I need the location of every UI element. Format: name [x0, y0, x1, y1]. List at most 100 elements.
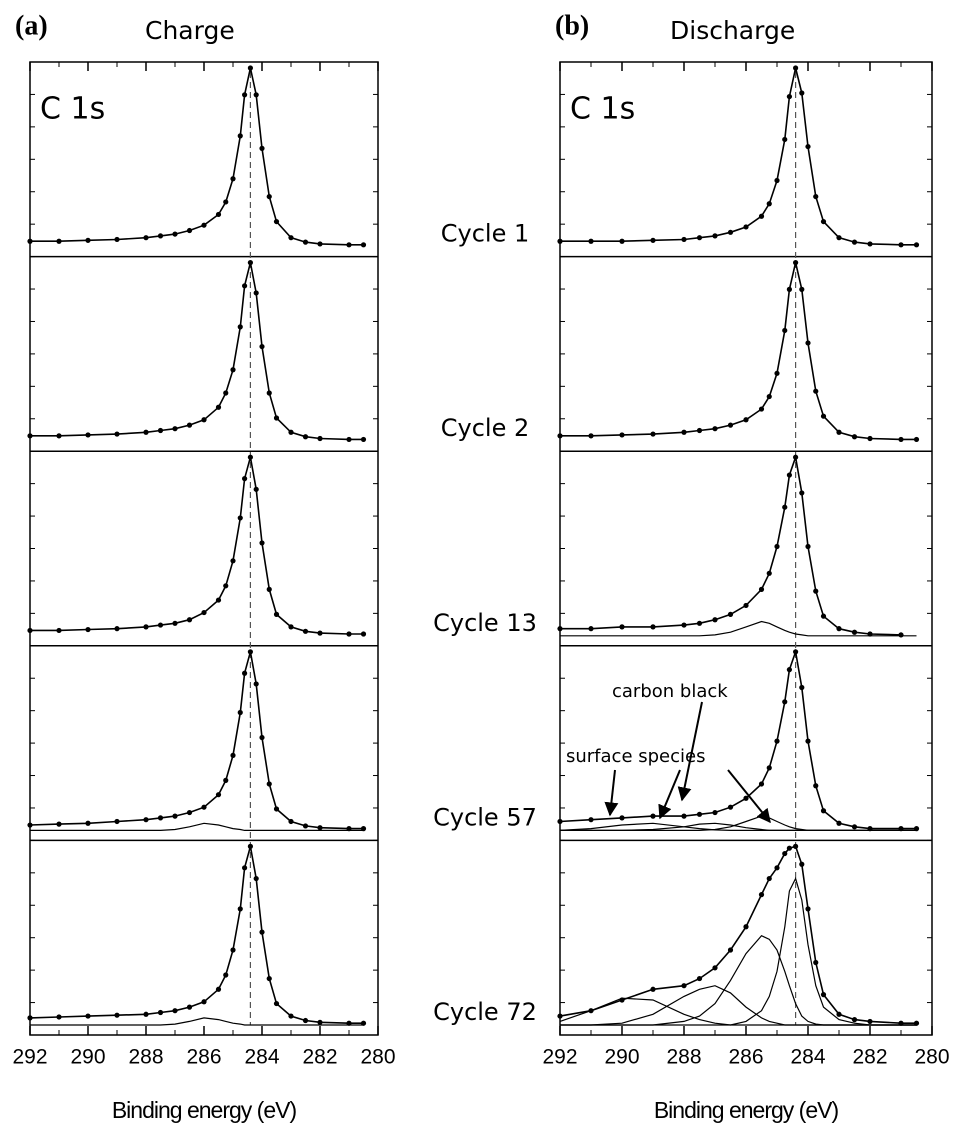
data-point	[56, 1014, 62, 1020]
data-point	[913, 1020, 920, 1026]
data-point	[774, 738, 780, 744]
data-point	[223, 972, 229, 978]
data-point	[619, 238, 625, 244]
data-point	[302, 628, 309, 634]
plot-frame	[559, 61, 933, 1036]
data-point	[114, 431, 120, 437]
spectrum-line	[30, 1017, 364, 1026]
data-point	[346, 1020, 352, 1026]
data-point	[813, 388, 819, 394]
data-point	[223, 777, 229, 783]
data-point	[681, 236, 687, 243]
data-point	[799, 861, 805, 867]
data-point	[253, 875, 259, 882]
data-point	[867, 1018, 873, 1025]
data-point	[302, 1017, 309, 1024]
x-tick-label: 288	[666, 1046, 701, 1069]
data-point	[588, 433, 594, 439]
data-point	[836, 626, 842, 632]
panel-label: (b)	[555, 10, 589, 41]
data-point	[588, 238, 594, 244]
data-point	[85, 432, 91, 438]
data-point	[793, 649, 799, 655]
spectrum-line	[30, 822, 364, 831]
data-point	[696, 811, 703, 817]
data-point	[230, 176, 236, 182]
data-point	[56, 433, 62, 439]
data-point	[247, 65, 253, 71]
spectrum-line	[559, 648, 917, 830]
data-point	[851, 824, 858, 830]
x-tick-label: 286	[728, 1046, 763, 1069]
cycle-label: Cycle 2	[441, 414, 530, 442]
data-point	[836, 820, 842, 826]
data-point	[774, 177, 780, 184]
annotation: carbon black	[612, 681, 728, 702]
data-point	[259, 734, 265, 741]
data-point	[56, 238, 62, 244]
spectrum-line	[30, 456, 364, 635]
cycle-label: Cycle 13	[433, 609, 537, 637]
data-point	[247, 649, 253, 655]
data-point	[27, 822, 33, 828]
data-point	[242, 670, 248, 676]
data-point	[820, 613, 827, 619]
data-point	[317, 241, 323, 247]
data-point	[743, 924, 749, 930]
spectrum-line	[29, 846, 364, 1024]
data-point	[799, 90, 805, 96]
data-point	[743, 795, 749, 801]
data-point	[758, 586, 765, 592]
data-point	[172, 231, 178, 237]
data-point	[681, 622, 687, 628]
data-point	[813, 193, 819, 200]
data-point	[793, 843, 799, 850]
data-point	[557, 238, 563, 244]
annotation: surface species	[566, 746, 705, 767]
data-point	[247, 843, 253, 850]
data-point	[588, 817, 594, 823]
data-point	[317, 825, 323, 831]
data-point	[266, 781, 272, 787]
data-point	[793, 65, 799, 71]
data-point	[259, 540, 265, 546]
data-point	[650, 624, 656, 630]
data-point	[766, 570, 772, 576]
data-point	[898, 826, 904, 832]
data-point	[786, 667, 793, 673]
spectrum-line	[560, 454, 902, 636]
data-point	[782, 327, 788, 334]
panel-label: (a)	[15, 10, 48, 41]
data-point	[799, 684, 805, 691]
data-point	[766, 201, 772, 207]
data-point	[712, 617, 718, 623]
data-point	[805, 143, 811, 150]
data-point	[696, 427, 703, 434]
spectrum-line	[30, 262, 364, 441]
data-point	[758, 213, 765, 219]
data-point	[619, 432, 625, 438]
x-axis-label: Binding energy (eV)	[112, 1097, 297, 1123]
data-point	[201, 999, 207, 1005]
data-point	[851, 239, 858, 245]
data-point	[782, 850, 788, 857]
data-point	[223, 583, 229, 589]
element-label: C 1s	[40, 92, 105, 127]
data-point	[201, 609, 207, 616]
data-point	[237, 133, 243, 139]
data-point	[215, 211, 222, 218]
data-point	[360, 631, 367, 637]
data-point	[247, 260, 253, 266]
data-point	[346, 242, 352, 248]
data-point	[85, 626, 91, 633]
data-point	[898, 1020, 904, 1026]
data-point	[799, 286, 805, 292]
data-point	[253, 92, 259, 98]
data-point	[273, 218, 280, 225]
data-point	[273, 806, 280, 812]
data-point	[302, 434, 309, 440]
spectrum-line	[560, 985, 917, 1026]
data-point	[805, 340, 811, 346]
data-point	[913, 826, 920, 832]
data-point	[650, 813, 656, 819]
